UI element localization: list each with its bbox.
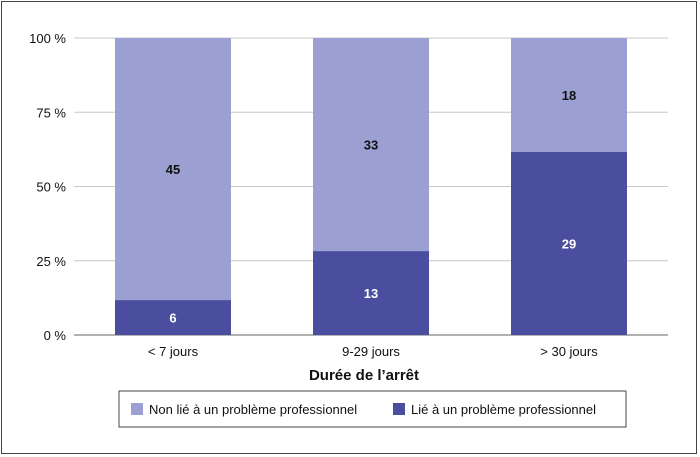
- legend: Non lié à un problème professionnel Lié à…: [131, 402, 596, 417]
- bar-segment: [511, 151, 627, 335]
- x-axis-label: Durée de l’arrêt: [309, 367, 419, 384]
- bar-value-label: 13: [364, 286, 378, 301]
- y-tick-label: 75 %: [36, 105, 66, 120]
- y-tick-label: 50 %: [36, 180, 66, 195]
- bar-segment: [115, 300, 231, 335]
- bar-value-label: 33: [364, 138, 378, 153]
- y-tick-label: 25 %: [36, 254, 66, 269]
- bar-value-label: 29: [562, 236, 576, 251]
- bar-segment: [511, 38, 627, 152]
- bar-segment: [313, 38, 429, 252]
- bar-segment: [115, 38, 231, 301]
- legend-box: [118, 390, 627, 428]
- bar-value-label: 45: [166, 162, 180, 177]
- bars: 6 45 13 33 29 18: [115, 38, 627, 335]
- legend-label: Non lié à un problème professionnel: [149, 402, 357, 417]
- x-axis-ticks: < 7 jours 9-29 jours > 30 jours: [148, 344, 598, 359]
- x-tick-label: > 30 jours: [540, 344, 598, 359]
- y-tick-label: 100 %: [29, 31, 66, 46]
- y-tick-label: 0 %: [44, 328, 67, 343]
- bar-value-label: 6: [169, 311, 176, 326]
- bar-value-label: 18: [562, 88, 576, 103]
- legend-label: Lié à un problème professionnel: [411, 402, 596, 417]
- legend-swatch: [393, 403, 405, 415]
- y-axis-ticks: 0 % 25 % 50 % 75 % 100 %: [29, 31, 66, 343]
- x-tick-label: < 7 jours: [148, 344, 199, 359]
- x-tick-label: 9-29 jours: [342, 344, 400, 359]
- legend-swatch: [131, 403, 143, 415]
- bar-segment: [313, 251, 429, 335]
